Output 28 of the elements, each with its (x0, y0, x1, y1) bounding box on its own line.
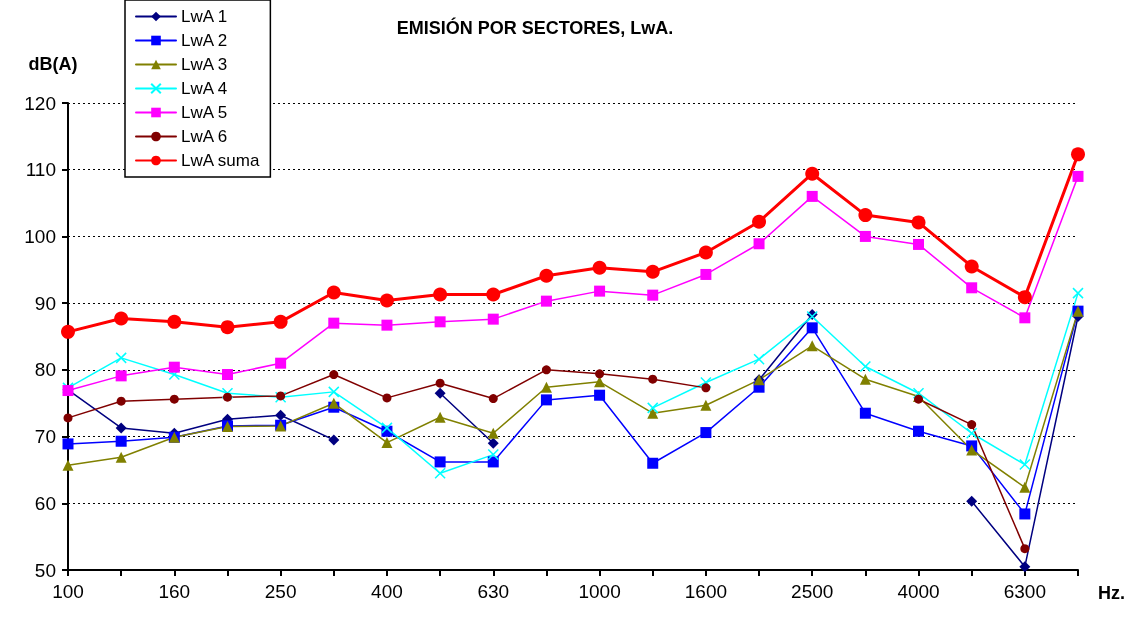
x-tick-label: 250 (264, 581, 297, 602)
x-tick-label: 400 (371, 581, 403, 602)
x-tick-label: 1000 (578, 581, 621, 602)
legend-label: LwA suma (181, 151, 260, 170)
y-tick-label: 90 (34, 292, 56, 314)
y-tick-label: 60 (34, 492, 56, 514)
chart-title: EMISIÓN POR SECTORES, LwA. (396, 17, 674, 38)
legend-label: LwA 5 (181, 103, 228, 122)
y-tick-label: 110 (25, 159, 56, 181)
y-tick-label: 50 (34, 559, 56, 581)
x-tick-label: 630 (477, 581, 510, 602)
y-tick-label: 70 (34, 426, 56, 448)
x-tick-label: 1600 (684, 581, 728, 602)
legend-label: LwA 3 (181, 55, 228, 74)
x-axis-title: Hz. (1098, 583, 1125, 603)
legend-label: LwA 4 (181, 79, 228, 98)
x-tick-label: 4000 (897, 581, 940, 602)
y-tick-label: 120 (24, 92, 56, 114)
x-tick-label: 2500 (791, 581, 834, 602)
x-tick-label: 160 (158, 581, 191, 602)
legend-label: LwA 1 (181, 7, 228, 26)
x-tick-label: 100 (52, 581, 84, 602)
y-axis-title: dB(A) (28, 54, 78, 74)
x-tick-label: 6300 (1003, 581, 1046, 602)
legend-label: LwA 2 (181, 31, 228, 50)
y-tick-label: 100 (24, 225, 56, 247)
y-tick-label: 80 (34, 359, 56, 381)
legend-label: LwA 6 (181, 127, 228, 146)
